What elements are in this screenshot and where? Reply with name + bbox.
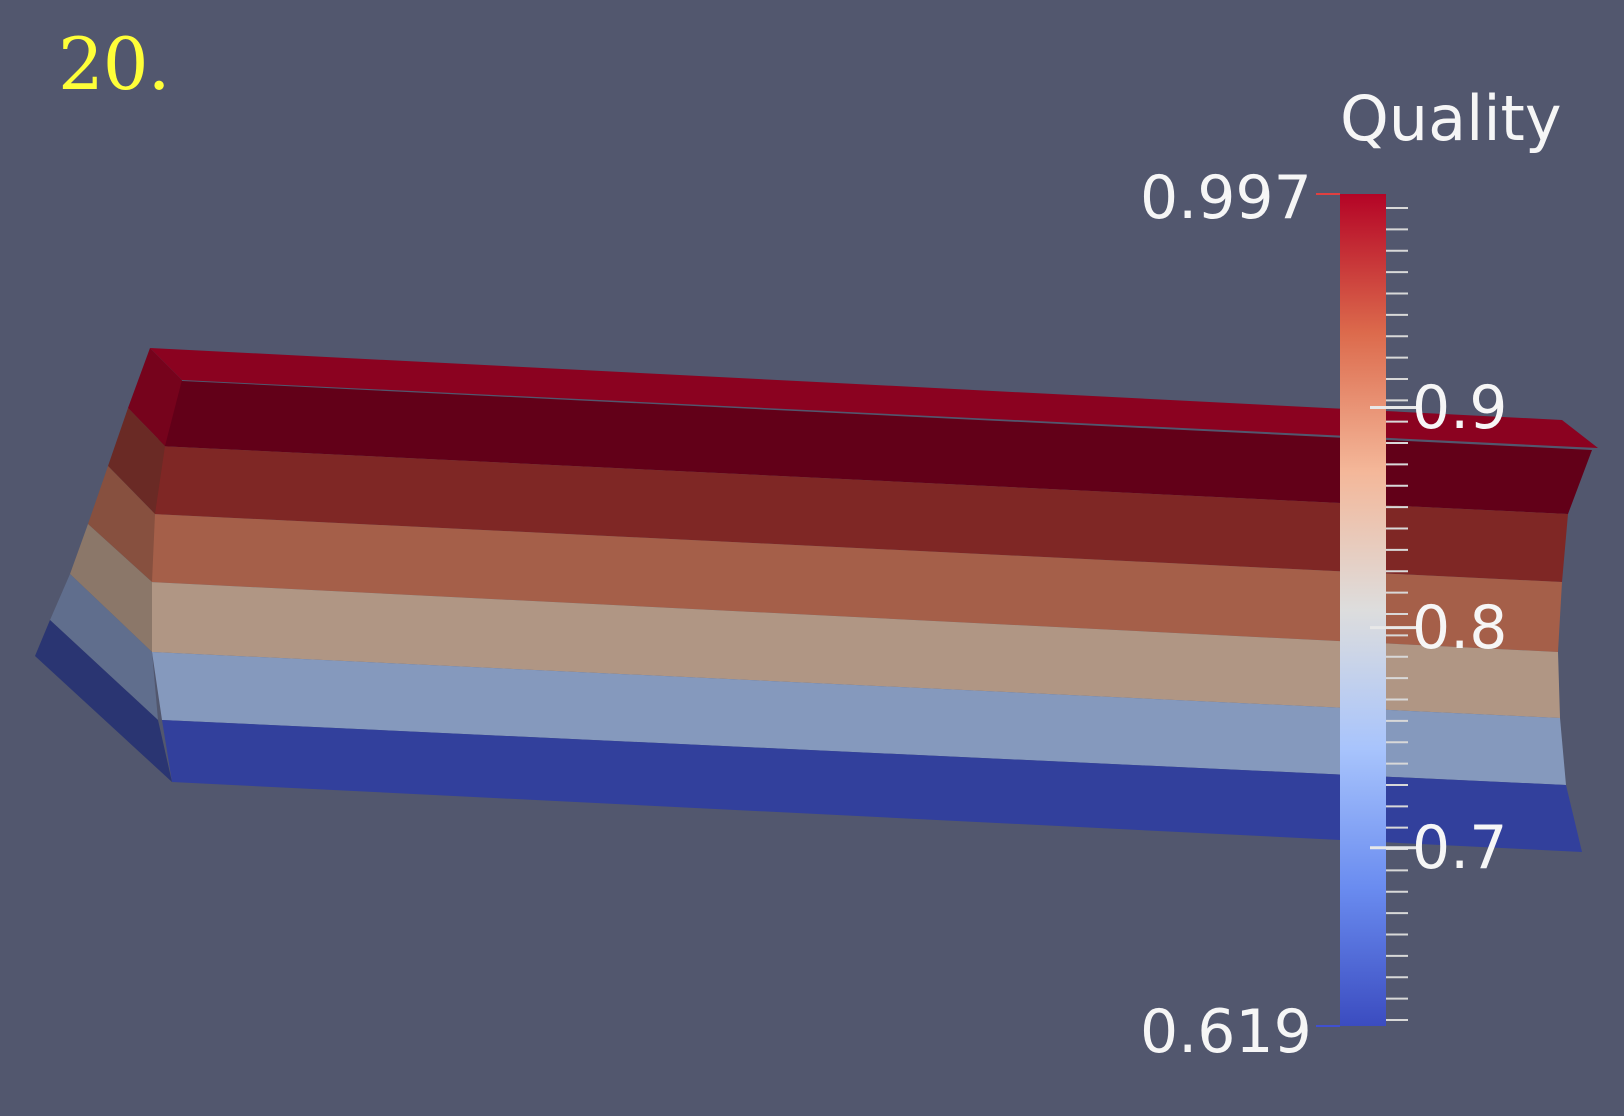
- mesh-side-band: [50, 574, 158, 720]
- mesh-side-band: [108, 408, 165, 514]
- mesh-side-band: [128, 348, 182, 446]
- colorbar-max-label: 0.997: [1140, 163, 1312, 233]
- colorbar: [1340, 194, 1386, 1026]
- mesh-front-band: [162, 720, 1582, 852]
- mesh-front-band: [152, 652, 1566, 785]
- mesh-side-band: [88, 466, 155, 582]
- mesh-top-face: [150, 348, 1598, 448]
- colorbar-min-label: 0.619: [1140, 997, 1312, 1067]
- mesh-side-band: [70, 524, 152, 652]
- mesh-front-band: [150, 514, 1562, 652]
- colorbar-tick-label: 0.7: [1412, 813, 1508, 883]
- frame-number-label: 20.: [58, 22, 171, 106]
- mesh-side-band: [35, 620, 172, 782]
- colorbar-title: Quality: [1340, 82, 1562, 155]
- mesh-front-band: [150, 582, 1560, 718]
- mesh-front-band: [152, 446, 1568, 582]
- colorbar-tick-label: 0.9: [1412, 373, 1508, 443]
- colorbar-tick-label: 0.8: [1412, 593, 1508, 663]
- mesh-front-band: [158, 380, 1592, 514]
